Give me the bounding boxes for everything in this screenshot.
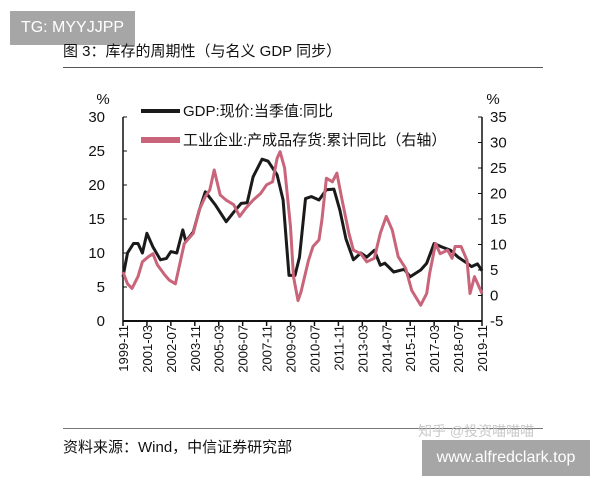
y-left-tick-label: 5 [97, 279, 105, 296]
x-tick-label: 2006-07 [236, 325, 251, 373]
source-divider [63, 428, 543, 429]
x-tick-label: 2017-03 [427, 325, 442, 373]
gdp-series-line [121, 157, 484, 279]
x-tick-label: 2013-03 [355, 325, 370, 373]
watermark-zhihu: 知乎 @投资喵喵喵 [418, 423, 535, 439]
source-note: 资料来源：Wind，中信证券研究部 [63, 439, 293, 456]
title-divider [63, 67, 543, 68]
x-tick-label: 2014-07 [379, 325, 394, 373]
x-tick-label: 2011-11 [331, 325, 346, 371]
x-tick-label: 2009-03 [284, 325, 299, 373]
figure-title: 图 3：库存的周期性（与名义 GDP 同步） [63, 43, 342, 60]
x-tick-label: 1999-11 [116, 325, 131, 372]
y-right-tick-label: 35 [490, 109, 507, 126]
x-tick-label: 2019-11 [475, 325, 490, 372]
y-right-tick-label: 5 [490, 262, 498, 279]
y-right-tick-label: 10 [490, 237, 507, 254]
y-right-tick-label: 20 [490, 186, 507, 203]
y-right-tick-label: 25 [490, 160, 507, 177]
x-tick-label: 2002-07 [164, 325, 179, 373]
y-left-tick-label: 0 [97, 313, 105, 330]
y-left-tick-label: 30 [88, 109, 105, 126]
legend-label: GDP:现价:当季值:同比 [183, 103, 333, 120]
y-right-tick-label: 15 [490, 211, 507, 228]
x-tick-label: 2005-03 [212, 325, 227, 373]
y-right-tick-label: 30 [490, 135, 507, 152]
inventory-series-line [121, 150, 484, 307]
x-tick-label: 2001-03 [140, 325, 155, 373]
x-tick-label: 2010-07 [307, 325, 322, 373]
x-tick-label: 2003-11 [188, 325, 203, 372]
x-tick-label: 2007-11 [260, 325, 275, 372]
y-left-tick-label: 15 [88, 211, 105, 228]
y-right-unit: % [486, 91, 499, 108]
legend-label: 工业企业:产成品存货:累计同比（右轴） [183, 131, 446, 149]
watermark-top: TG: MYYJJPP [10, 11, 135, 45]
y-right-tick-label: 0 [490, 288, 498, 305]
x-tick-label: 2015-11 [403, 325, 418, 372]
y-left-tick-label: 10 [88, 245, 105, 262]
y-left-tick-label: 25 [88, 143, 105, 160]
y-right-tick-label: -5 [490, 313, 503, 330]
y-left-tick-label: 20 [88, 177, 105, 194]
y-left-unit: % [96, 91, 109, 108]
watermark-bottom: www.alfredclark.top [422, 440, 590, 476]
x-tick-label: 2018-07 [451, 325, 466, 373]
